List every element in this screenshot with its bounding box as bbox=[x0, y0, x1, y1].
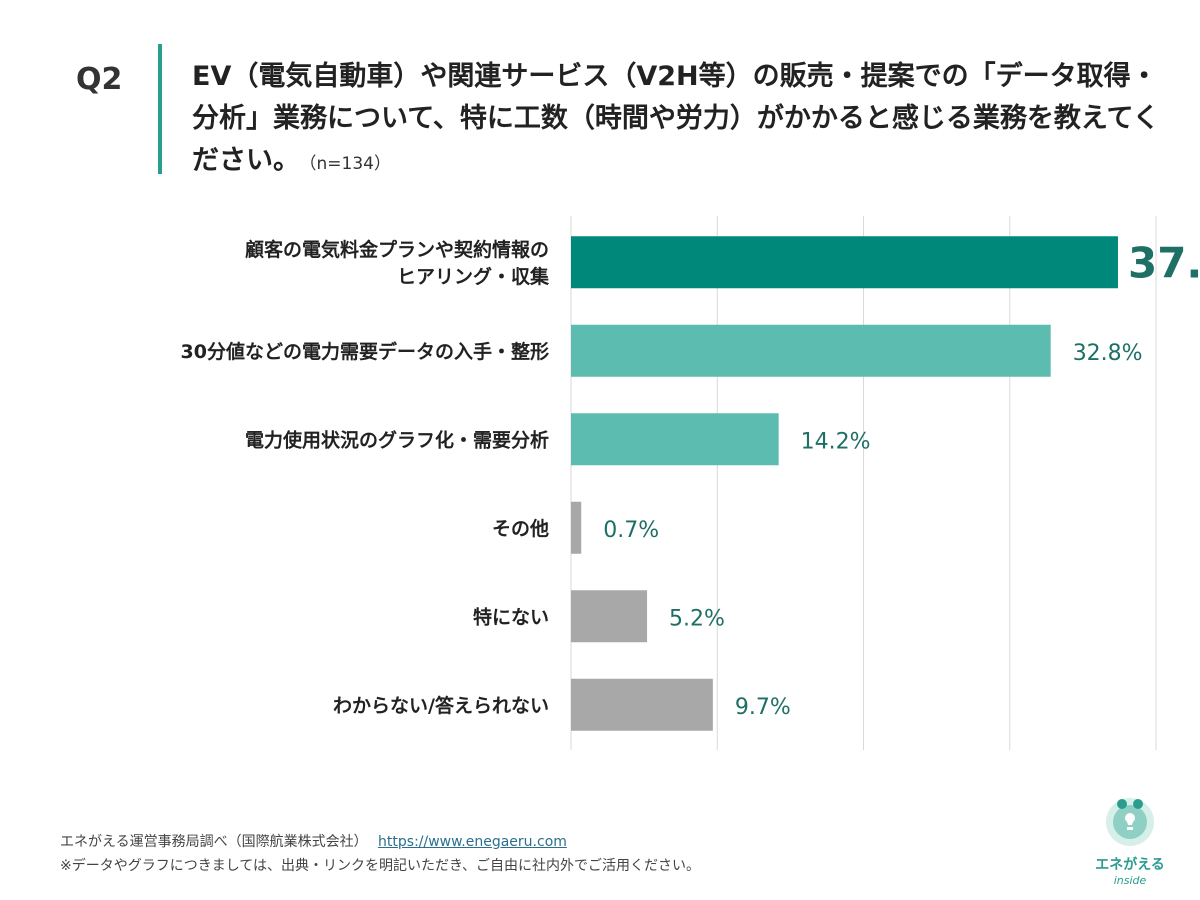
source-link[interactable]: https://www.enegaeru.com bbox=[378, 834, 567, 850]
question-text: EV（電気自動車）や関連サービス（V2H等）の販売・提案での「データ取得・分析」… bbox=[192, 56, 1167, 185]
bar bbox=[571, 324, 1051, 377]
bar-chart: 顧客の電気料金プランや契約情報のヒアリング・収集 30分値などの電力需要データの入… bbox=[181, 216, 1200, 750]
category-label: 30分値などの電力需要データの入手・整形 bbox=[181, 340, 549, 363]
category-label: その他 bbox=[492, 517, 549, 540]
brand-logo: エネがえる inside bbox=[1090, 792, 1170, 887]
bar bbox=[571, 678, 713, 731]
value-label: 37.4% bbox=[1128, 238, 1200, 287]
category-label: 顧客の電気料金プランや契約情報のヒアリング・収集 bbox=[245, 238, 550, 288]
bar bbox=[571, 501, 582, 554]
category-label: わからない/答えられない bbox=[333, 694, 549, 717]
bar bbox=[571, 236, 1118, 289]
logo-sub: inside bbox=[1113, 874, 1147, 887]
value-label: 14.2% bbox=[801, 429, 871, 454]
gridlines bbox=[570, 216, 1157, 750]
sample-size: （n=134） bbox=[308, 154, 391, 174]
category-labels: 顧客の電気料金プランや契約情報のヒアリング・収集 30分値などの電力需要データの入… bbox=[181, 238, 550, 717]
footer: エネがえる運営事務局調べ（国際航業株式会社） https://www.enega… bbox=[60, 830, 700, 878]
bars bbox=[571, 236, 1118, 731]
bar bbox=[571, 413, 779, 466]
question-body: EV（電気自動車）や関連サービス（V2H等）の販売・提案での「データ取得・分析」… bbox=[192, 61, 1160, 176]
logo-icon bbox=[1106, 798, 1154, 846]
value-labels: 37.4% 32.8% 14.2% 0.7% 5.2% 9.7% bbox=[603, 238, 1200, 720]
logo-brand: エネがえる bbox=[1095, 857, 1165, 873]
value-label: 9.7% bbox=[735, 695, 791, 720]
category-label: 特にない bbox=[473, 606, 549, 628]
source-text: エネがえる運営事務局調べ（国際航業株式会社） bbox=[60, 834, 368, 850]
value-label: 32.8% bbox=[1073, 341, 1143, 366]
usage-note: ※データやグラフにつきましては、出典・リンクを明記いただき、ご自由に社内外でご活… bbox=[60, 858, 701, 874]
value-label: 5.2% bbox=[669, 606, 725, 631]
value-label: 0.7% bbox=[603, 518, 659, 543]
category-label: 電力使用状況のグラフ化・需要分析 bbox=[245, 428, 549, 451]
header-divider bbox=[158, 44, 162, 174]
bar bbox=[571, 590, 648, 643]
question-number: Q2 bbox=[76, 62, 123, 97]
